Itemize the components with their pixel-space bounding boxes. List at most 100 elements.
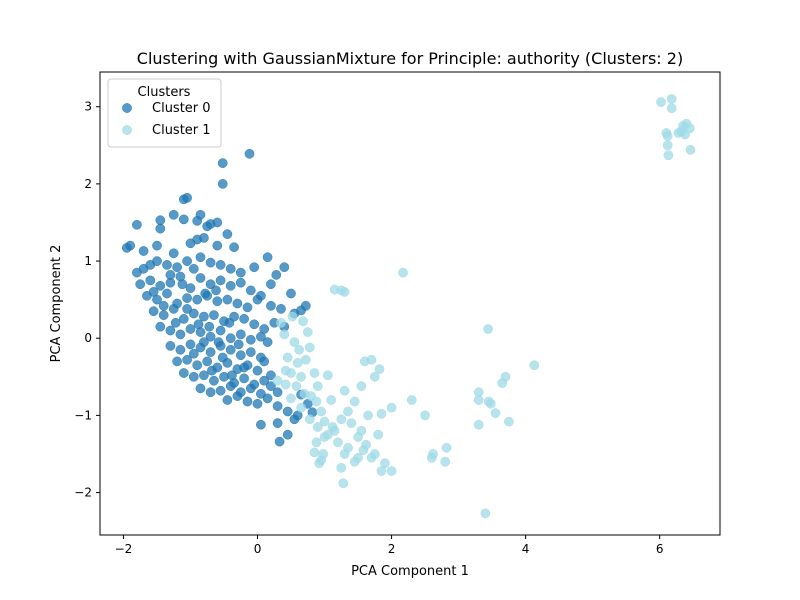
data-point (316, 406, 327, 417)
data-point (249, 319, 260, 330)
data-point (244, 148, 255, 159)
data-point (294, 344, 304, 355)
data-point (204, 321, 215, 332)
data-point (158, 300, 169, 311)
data-point (125, 240, 136, 251)
data-point (336, 414, 347, 425)
data-point (217, 352, 228, 363)
data-point (188, 348, 199, 359)
data-point (272, 387, 283, 398)
data-point (235, 350, 246, 361)
data-point (358, 445, 369, 455)
data-point (222, 395, 233, 405)
data-point (224, 317, 235, 328)
data-point (225, 263, 236, 274)
data-point (185, 339, 196, 350)
x-tick-label: −2 (115, 542, 133, 556)
data-point (374, 364, 385, 374)
data-point (172, 356, 182, 367)
data-point (259, 375, 270, 386)
data-point (245, 285, 256, 296)
data-point (233, 339, 244, 350)
data-point (272, 418, 283, 428)
data-point (262, 252, 273, 263)
data-point (685, 145, 696, 155)
data-point (195, 273, 206, 283)
data-point (304, 414, 315, 425)
data-point (188, 371, 199, 382)
ticks-layer: −2 0 2 4 6 −2 −1 0 1 2 3 (74, 100, 663, 556)
data-point (225, 344, 236, 355)
data-point (178, 214, 189, 225)
data-point (279, 262, 290, 273)
data-point (229, 242, 239, 253)
data-point (239, 362, 249, 373)
data-point (239, 373, 249, 384)
data-point (219, 371, 229, 382)
data-point (398, 267, 408, 278)
data-point (326, 395, 337, 405)
y-tick-label: 1 (84, 254, 92, 268)
data-point (175, 344, 186, 355)
data-point (662, 140, 673, 151)
data-point (193, 319, 204, 330)
data-point (490, 408, 501, 418)
data-point (205, 387, 216, 398)
data-point (376, 408, 387, 419)
data-point (276, 304, 286, 314)
data-point (182, 256, 192, 266)
data-point (225, 333, 236, 344)
data-point (170, 317, 181, 328)
data-point (280, 365, 291, 376)
data-point (420, 410, 430, 421)
data-point (162, 288, 172, 299)
legend-label: Cluster 0 (152, 101, 211, 116)
data-point (188, 263, 199, 274)
data-point (319, 432, 330, 442)
legend-label: Cluster 1 (152, 123, 211, 138)
data-point (235, 277, 246, 288)
data-point (155, 223, 166, 234)
data-point (272, 401, 283, 411)
data-point (500, 371, 511, 382)
data-point (319, 416, 330, 427)
data-point (280, 379, 291, 390)
data-point (366, 354, 377, 365)
data-point (235, 329, 246, 340)
data-point (215, 275, 226, 286)
data-point (349, 456, 360, 467)
data-point (132, 219, 142, 230)
data-point (282, 352, 293, 363)
y-tick-label: 3 (84, 100, 92, 114)
x-tick-label: 0 (254, 542, 262, 556)
data-point (274, 436, 285, 447)
x-tick-label: 6 (656, 542, 664, 556)
data-point (178, 368, 189, 378)
data-point (312, 381, 323, 391)
data-point (199, 337, 209, 347)
data-point (440, 456, 451, 467)
data-point (245, 347, 256, 357)
data-point (192, 294, 203, 305)
data-point (138, 246, 149, 256)
data-point (272, 375, 283, 386)
data-point (252, 365, 263, 376)
data-point (327, 422, 338, 432)
data-point (282, 406, 293, 417)
data-point (323, 370, 333, 381)
data-point (376, 466, 387, 476)
data-point (262, 337, 273, 347)
data-point (242, 302, 253, 313)
data-point (148, 306, 159, 317)
data-point (271, 270, 282, 280)
data-point (199, 311, 209, 322)
data-point (666, 94, 677, 104)
data-point (165, 325, 176, 336)
data-point (192, 360, 203, 371)
data-point (252, 398, 263, 409)
data-point (256, 388, 266, 399)
data-point (286, 288, 296, 299)
data-point (666, 103, 677, 114)
data-point (175, 329, 186, 340)
